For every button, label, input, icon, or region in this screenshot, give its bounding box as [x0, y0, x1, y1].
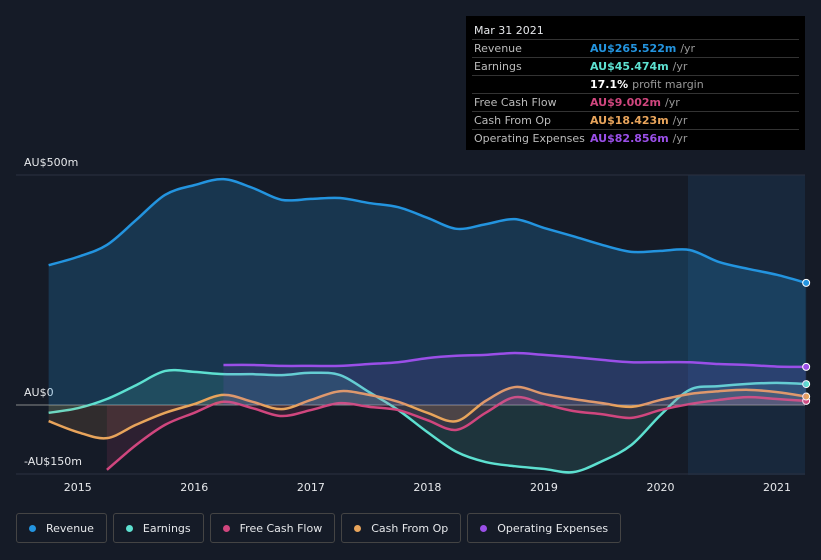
chart: AU$500m AU$0 -AU$150m 2015 2016 2017 2018 2019 2…: [16, 156, 811, 494]
end-dot: [802, 362, 811, 371]
tooltip-row: 17.1% profit margin: [472, 75, 799, 93]
tooltip-label: [474, 78, 590, 91]
end-dot: [802, 392, 811, 401]
tooltip-unit: /yr: [680, 42, 696, 55]
tooltip-unit: /yr: [672, 114, 688, 127]
tooltip-label: Free Cash Flow: [474, 96, 557, 109]
tooltip-unit: /yr: [672, 60, 688, 73]
legend-label: Earnings: [142, 521, 191, 535]
line: [106, 395, 807, 471]
highlight-region: [688, 175, 805, 475]
tooltip-value: AU$9.002m: [590, 96, 662, 109]
tooltip-unit: /yr: [665, 96, 680, 109]
legend-item[interactable]: Earnings: [112, 513, 204, 543]
tooltip-row: Earnings AU$45.474m/yr: [472, 57, 799, 75]
x-tick-label: 2017: [297, 481, 325, 494]
tooltip-unit: profit margin: [632, 78, 704, 91]
y-tick-label: AU$0: [24, 386, 54, 399]
x-tick-label: 2019: [530, 481, 558, 494]
legend: Revenue Earnings Free Cash Flow Cash From O…: [16, 513, 622, 543]
legend-label: Free Cash Flow: [239, 521, 323, 535]
tooltip-value: AU$45.474m: [590, 60, 669, 73]
tooltip-row: Revenue AU$265.522m/yr: [472, 39, 799, 57]
tooltip-value: AU$82.856m: [590, 132, 669, 145]
tooltip-value: 17.1%: [590, 78, 629, 91]
legend-item[interactable]: Cash From Op: [341, 513, 462, 543]
legend-swatch: [29, 524, 36, 532]
y-tick-label: AU$500m: [24, 156, 78, 169]
tooltip-label: Earnings: [474, 60, 522, 73]
area: [48, 179, 807, 405]
legend-swatch: [354, 524, 362, 532]
x-tick-label: 2015: [64, 481, 92, 494]
line: [223, 351, 807, 369]
end-dot: [802, 380, 811, 389]
tooltip: Mar 31 2021 Revenue AU$265.522m/yr Earnings…: [466, 16, 805, 150]
legend-item[interactable]: Operating Expenses: [467, 513, 622, 543]
x-tick-label: 2018: [413, 481, 441, 494]
y-tick-label: -AU$150m: [24, 455, 82, 468]
x-tick-label: 2016: [180, 481, 208, 494]
tooltip-value: AU$265.522m: [590, 42, 677, 55]
line: [48, 177, 807, 285]
legend-item[interactable]: Revenue: [16, 513, 107, 543]
x-tick-label: 2020: [646, 481, 674, 494]
line: [48, 385, 807, 440]
legend-label: Revenue: [46, 521, 94, 535]
tooltip-row: Cash From Op AU$18.423m/yr: [472, 111, 799, 129]
tooltip-label: Revenue: [474, 42, 522, 55]
tooltip-date: Mar 31 2021: [474, 24, 544, 37]
x-tick-label: 2021: [763, 481, 791, 494]
tooltip-row: Operating Expenses AU$82.856m/yr: [472, 129, 799, 147]
tooltip-row: Free Cash Flow AU$9.002m/yr: [472, 93, 799, 111]
legend-swatch: [125, 524, 133, 532]
tooltip-label: Operating Expenses: [474, 132, 585, 145]
legend-item[interactable]: Free Cash Flow: [209, 513, 336, 543]
legend-label: Cash From Op: [371, 521, 449, 535]
tooltip-value: AU$18.423m: [590, 114, 669, 127]
legend-swatch: [222, 524, 230, 532]
tooltip-label: Cash From Op: [474, 114, 552, 127]
tooltip-unit: /yr: [672, 132, 688, 145]
area: [223, 353, 807, 405]
legend-label: Operating Expenses: [497, 521, 609, 535]
legend-swatch: [480, 524, 488, 532]
end-dot: [802, 278, 811, 287]
